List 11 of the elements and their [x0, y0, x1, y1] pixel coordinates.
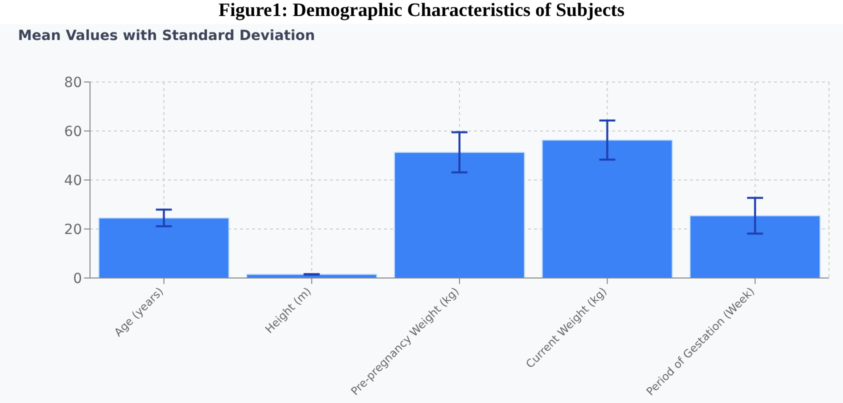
y-tick-label: 80: [64, 74, 82, 91]
chart-subtitle: Mean Values with Standard Deviation: [18, 28, 315, 44]
bar: [690, 215, 821, 278]
y-tick-label: 60: [64, 124, 82, 140]
bar: [542, 140, 673, 278]
y-tick-label: 0: [73, 270, 82, 287]
y-tick-label: 40: [64, 172, 82, 189]
bar: [394, 152, 525, 278]
chart-title: Figure1: Demographic Characteristics of Subjects: [218, 0, 626, 23]
bar: [98, 217, 230, 278]
y-tick-label: 20: [64, 222, 82, 238]
